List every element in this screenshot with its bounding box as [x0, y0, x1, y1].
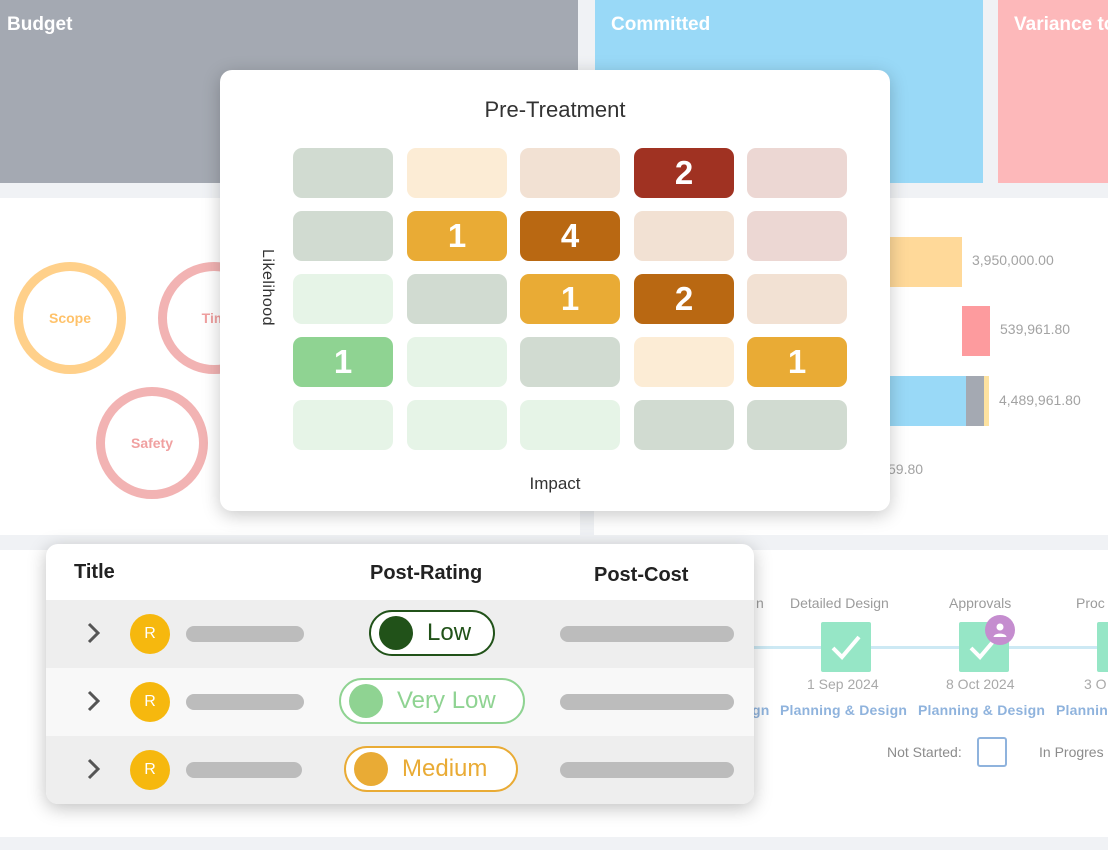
matrix-cell-r2-c4[interactable] — [634, 211, 734, 261]
matrix-cell-r4-c4[interactable] — [634, 337, 734, 387]
person-icon — [993, 623, 1007, 637]
stage-date-detailed-design: 1 Sep 2024 — [807, 676, 879, 692]
legend-not-started-label: Not Started: — [887, 744, 962, 760]
bar-committed-value: 4,489,961.80 — [999, 392, 1081, 408]
stage-name-procurement: Proc — [1076, 595, 1105, 611]
table-row[interactable]: R Low — [46, 600, 754, 668]
matrix-cell-r4-c5[interactable]: 1 — [747, 337, 847, 387]
assignee-badge[interactable] — [985, 615, 1015, 645]
chevron-right-icon[interactable] — [80, 756, 106, 782]
chevron-right-icon[interactable] — [80, 620, 106, 646]
matrix-cell-r5-c4[interactable] — [634, 400, 734, 450]
bar-variance[interactable] — [962, 306, 990, 356]
matrix-x-axis-label: Impact — [529, 474, 581, 493]
matrix-cell-r2-c3[interactable]: 4 — [520, 211, 620, 261]
stage-phase-procurement: Plannin — [1056, 702, 1108, 718]
matrix-cell-r1-c1[interactable] — [293, 148, 393, 198]
matrix-cell-r5-c2[interactable] — [407, 400, 507, 450]
bar-committed[interactable] — [888, 376, 966, 426]
title-placeholder — [186, 626, 304, 642]
matrix-cell-r3-c1[interactable] — [293, 274, 393, 324]
avatar: R — [130, 682, 170, 722]
matrix-cell-r5-c1[interactable] — [293, 400, 393, 450]
check-icon — [831, 635, 861, 660]
matrix-cell-r1-c5[interactable] — [747, 148, 847, 198]
avatar-initial: R — [144, 693, 156, 710]
matrix-cell-r3-c2[interactable] — [407, 274, 507, 324]
matrix-cell-r2-c5[interactable] — [747, 211, 847, 261]
stage-date-procurement: 3 O — [1084, 676, 1107, 692]
bar-fourth-value: 59.80 — [888, 461, 924, 477]
matrix-cell-r5-c3[interactable] — [520, 400, 620, 450]
rating-dot — [354, 752, 388, 786]
rating-dot — [379, 616, 413, 650]
variance-card: Variance to — [998, 0, 1108, 183]
matrix-cell-r1-c4[interactable]: 2 — [634, 148, 734, 198]
ring-scope-label: Scope — [48, 310, 91, 326]
timeline-line — [740, 646, 1108, 649]
stage-name-approvals: Approvals — [949, 595, 1012, 611]
stage-phase-detailed-design: Planning & Design — [780, 702, 908, 718]
matrix-cell-r3-c3[interactable]: 1 — [520, 274, 620, 324]
rating-badge: Low — [369, 610, 495, 656]
matrix-cell-r4-c2[interactable] — [407, 337, 507, 387]
matrix-cell-r5-c5[interactable] — [747, 400, 847, 450]
rating-badge: Very Low — [339, 678, 525, 724]
post-cost-placeholder — [560, 762, 734, 778]
ring-safety[interactable]: Safety — [96, 387, 208, 499]
bar-variance-value: 539,961.80 — [1000, 321, 1071, 337]
table-row[interactable]: R Medium — [46, 736, 754, 804]
ring-safety-label: Safety — [130, 435, 174, 451]
rating-label: Very Low — [397, 687, 496, 714]
rating-label: Medium — [402, 755, 488, 782]
title-placeholder — [186, 694, 304, 710]
avatar: R — [130, 614, 170, 654]
avatar-initial: R — [144, 625, 156, 642]
rating-dot — [349, 684, 383, 718]
matrix-cell-r4-c1[interactable]: 1 — [293, 337, 393, 387]
column-header-post-cost[interactable]: Post-Cost — [594, 564, 689, 586]
stage-phase-approvals: Planning & Design — [918, 702, 1046, 718]
budget-card-title: Budget — [7, 14, 73, 35]
bar-committed-grey — [966, 376, 984, 426]
column-header-title[interactable]: Title — [74, 561, 115, 583]
bar-budget-value: 3,950,000.00 — [972, 252, 1054, 268]
avatar-initial: R — [144, 761, 156, 778]
post-cost-placeholder — [560, 626, 734, 642]
stage-date-approvals: 8 Oct 2024 — [946, 676, 1015, 692]
matrix-title: Pre-Treatment — [484, 97, 626, 122]
matrix-cell-r2-c2[interactable]: 1 — [407, 211, 507, 261]
matrix-cell-r4-c3[interactable] — [520, 337, 620, 387]
footer-panel — [0, 850, 1108, 856]
chevron-right-icon[interactable] — [80, 688, 106, 714]
stage-name-partial: n — [756, 595, 764, 611]
legend-in-progress-label: In Progres — [1039, 744, 1104, 760]
check-icon — [969, 635, 999, 660]
legend-not-started-swatch — [977, 737, 1007, 767]
matrix-cell-r3-c4[interactable]: 2 — [634, 274, 734, 324]
stage-detailed-design[interactable] — [821, 622, 871, 672]
avatar: R — [130, 750, 170, 790]
ring-scope[interactable]: Scope — [14, 262, 126, 374]
matrix-cell-r2-c1[interactable] — [293, 211, 393, 261]
column-header-post-rating[interactable]: Post-Rating — [370, 562, 483, 584]
risk-table-popup: Title Post-Rating Post-Cost R Low R Very… — [46, 544, 754, 804]
committed-card-title: Committed — [611, 14, 711, 35]
bar-committed-yellow — [984, 376, 989, 426]
matrix-cell-r1-c2[interactable] — [407, 148, 507, 198]
stage-name-detailed-design: Detailed Design — [790, 595, 889, 611]
rating-badge: Medium — [344, 746, 518, 792]
post-cost-placeholder — [560, 694, 734, 710]
title-placeholder — [186, 762, 302, 778]
table-row[interactable]: R Very Low — [46, 668, 754, 736]
matrix-cell-r3-c5[interactable] — [747, 274, 847, 324]
rating-label: Low — [427, 619, 472, 646]
matrix-cell-r1-c3[interactable] — [520, 148, 620, 198]
variance-card-title: Variance to — [1014, 14, 1108, 35]
matrix-y-axis-label: Likelihood — [259, 249, 276, 327]
bar-budget[interactable] — [888, 237, 962, 287]
stage-phase-partial: gn — [752, 702, 770, 718]
stage-procurement[interactable] — [1097, 622, 1108, 672]
